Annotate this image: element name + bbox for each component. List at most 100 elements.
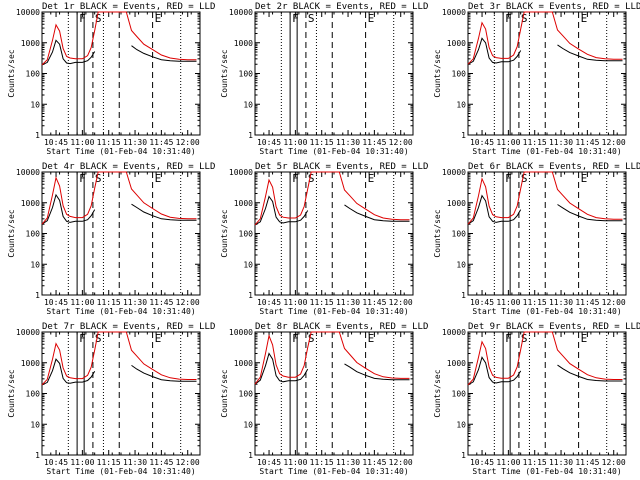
y-tick-label: 1 <box>248 451 253 460</box>
y-axis-label: Counts/sec <box>433 49 442 97</box>
series-line-events <box>467 356 623 386</box>
detector-panel-6: Det 6r BLACK = Events, RED = LLD 1 10 100 10… <box>433 162 640 316</box>
x-tick-label: 11:30 <box>336 138 360 147</box>
y-tick-label: 100 <box>239 390 254 399</box>
panel-title: Det 6r BLACK = Events, RED = LLD <box>468 162 640 172</box>
series-line-lld <box>254 331 410 385</box>
series-line-events <box>254 195 410 226</box>
x-tick-label: 10:45 <box>257 458 281 467</box>
marker-label: S <box>521 12 528 25</box>
plot-frame <box>41 11 201 136</box>
series-line-events <box>41 358 197 386</box>
y-tick-label: 10000 <box>229 8 253 17</box>
x-tick-label: 11:30 <box>123 298 147 307</box>
y-tick-label: 100 <box>26 390 41 399</box>
x-axis-label: Start Time (01-Feb-04 10:31:40) <box>46 467 195 476</box>
x-tick-label: 10:45 <box>44 138 68 147</box>
x-tick-label: 11:45 <box>362 138 386 147</box>
y-tick-label: 1 <box>461 131 466 140</box>
marker-label: E <box>155 332 162 345</box>
x-tick-label: 11:45 <box>149 138 173 147</box>
plot-frame <box>467 331 627 456</box>
y-tick-label: 100 <box>239 70 254 79</box>
y-tick-label: 1000 <box>447 39 466 48</box>
y-tick-label: 1 <box>461 291 466 300</box>
x-tick-label: 11:15 <box>523 138 547 147</box>
marker-label: E <box>368 172 375 185</box>
x-tick-label: 12:00 <box>602 458 626 467</box>
x-tick-label: 10:45 <box>44 298 68 307</box>
y-tick-label: 100 <box>239 230 254 239</box>
y-axis-label: Counts/sec <box>7 369 16 417</box>
x-tick-label: 11:30 <box>336 298 360 307</box>
panel-title: Det 2r BLACK = Events, RED = LLD <box>255 2 428 12</box>
marker-label: F <box>79 12 86 25</box>
detector-panel-2: Det 2r BLACK = Events, RED = LLD 1 10 100 10… <box>220 2 428 156</box>
y-axis-label: Counts/sec <box>220 49 229 97</box>
y-tick-label: 1000 <box>234 359 253 368</box>
detector-panel-7: Det 7r BLACK = Events, RED = LLD 1 10 100 10… <box>7 322 215 476</box>
y-tick-label: 10 <box>456 100 466 109</box>
y-axis-label: Counts/sec <box>220 369 229 417</box>
x-axis-label: Start Time (01-Feb-04 10:31:40) <box>472 467 621 476</box>
y-axis-label: Counts/sec <box>433 369 442 417</box>
marker-label: S <box>95 332 102 345</box>
x-tick-label: 12:00 <box>389 298 413 307</box>
marker-label: F <box>505 12 512 25</box>
x-tick-label: 11:30 <box>123 138 147 147</box>
y-tick-label: 10000 <box>442 168 466 177</box>
x-tick-label: 11:15 <box>523 458 547 467</box>
detector-panel-4: Det 4r BLACK = Events, RED = LLD 1 10 100 10… <box>7 162 215 316</box>
detector-panel-8: Det 8r BLACK = Events, RED = LLD 1 10 100 10… <box>220 322 428 476</box>
plot-frame <box>467 11 627 136</box>
y-tick-label: 1 <box>248 291 253 300</box>
y-tick-label: 100 <box>26 230 41 239</box>
marker-label: S <box>308 332 315 345</box>
y-tick-label: 10000 <box>442 8 466 17</box>
panel-title: Det 8r BLACK = Events, RED = LLD <box>255 322 428 332</box>
x-tick-label: 11:15 <box>97 458 121 467</box>
y-tick-label: 10000 <box>442 328 466 337</box>
x-axis-label: Start Time (01-Feb-04 10:31:40) <box>259 147 408 156</box>
x-tick-label: 11:00 <box>283 458 307 467</box>
y-tick-label: 1000 <box>21 199 40 208</box>
y-tick-label: 1000 <box>21 39 40 48</box>
x-tick-label: 11:00 <box>496 298 520 307</box>
marker-label: F <box>505 332 512 345</box>
y-tick-label: 1000 <box>234 199 253 208</box>
series-line-lld <box>41 11 197 66</box>
y-tick-label: 10000 <box>229 328 253 337</box>
marker-label: S <box>95 172 102 185</box>
y-axis-label: Counts/sec <box>7 209 16 257</box>
x-tick-label: 11:45 <box>362 298 386 307</box>
y-tick-label: 100 <box>452 390 467 399</box>
y-tick-label: 10000 <box>16 8 40 17</box>
x-tick-label: 11:45 <box>575 458 599 467</box>
series-line-lld <box>41 331 197 386</box>
x-tick-label: 11:00 <box>496 138 520 147</box>
marker-label: F <box>79 332 86 345</box>
marker-label: E <box>368 332 375 345</box>
x-tick-label: 11:45 <box>362 458 386 467</box>
x-tick-label: 11:00 <box>70 458 94 467</box>
y-tick-label: 1 <box>35 451 40 460</box>
series-line-events <box>467 37 623 65</box>
y-tick-label: 1000 <box>21 359 40 368</box>
y-axis-label: Counts/sec <box>220 209 229 257</box>
series-line-events <box>41 39 197 66</box>
marker-label: S <box>521 332 528 345</box>
x-tick-label: 10:45 <box>470 298 494 307</box>
marker-label: S <box>521 172 528 185</box>
panel-title: Det 1r BLACK = Events, RED = LLD <box>42 2 215 12</box>
marker-label: F <box>292 172 299 185</box>
detector-panel-3: Det 3r BLACK = Events, RED = LLD 1 10 100 10… <box>433 2 640 156</box>
y-tick-label: 10 <box>243 100 253 109</box>
plot-frame <box>254 11 414 136</box>
x-axis-label: Start Time (01-Feb-04 10:31:40) <box>46 147 195 156</box>
y-tick-label: 1 <box>35 131 40 140</box>
series-line-lld <box>467 171 623 225</box>
x-tick-label: 10:45 <box>257 298 281 307</box>
x-tick-label: 12:00 <box>389 138 413 147</box>
panel-title: Det 3r BLACK = Events, RED = LLD <box>468 2 640 12</box>
x-tick-label: 11:30 <box>549 458 573 467</box>
